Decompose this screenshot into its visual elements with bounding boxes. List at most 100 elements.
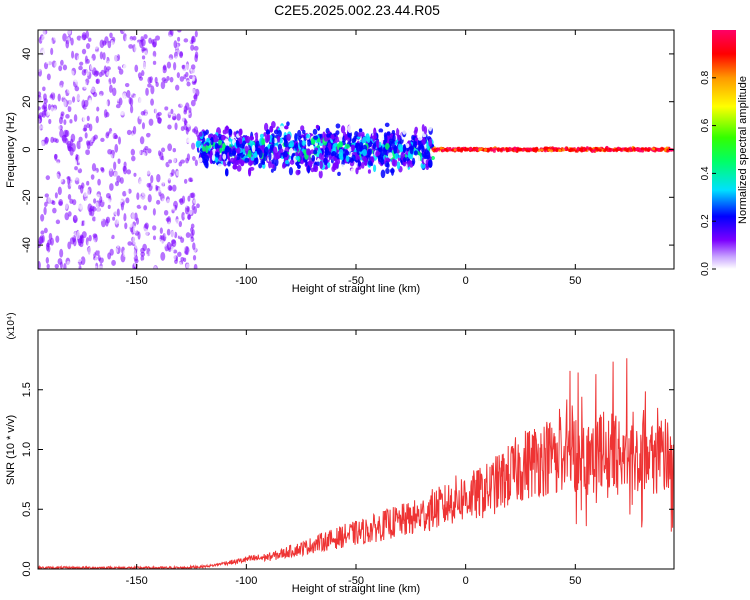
heatmap-cell — [57, 186, 62, 196]
heatmap-cell — [119, 177, 124, 184]
heatmap-cell — [366, 126, 372, 136]
heatmap-cell — [178, 220, 182, 228]
heatmap-cell — [156, 43, 160, 50]
heatmap-cell — [70, 37, 74, 46]
heatmap-cell — [167, 172, 172, 181]
x-tick-label: 50 — [569, 575, 581, 587]
heatmap-cell — [229, 152, 233, 157]
heatmap-cell — [38, 185, 44, 191]
heatmap-cell — [532, 148, 536, 152]
heatmap-cell — [105, 216, 111, 224]
heatmap-cell — [140, 111, 146, 116]
heatmap-cell — [85, 189, 91, 197]
heatmap-cell — [147, 76, 152, 84]
heatmap-cell — [43, 261, 47, 268]
heatmap-cell — [118, 136, 122, 145]
heatmap-cell — [294, 142, 298, 151]
heatmap-cell — [69, 70, 75, 77]
heatmap-cell — [182, 45, 188, 54]
heatmap-cell — [112, 216, 116, 221]
heatmap-cell — [185, 263, 190, 269]
heatmap-cell — [380, 154, 384, 160]
heatmap-cell — [652, 147, 656, 151]
heatmap-cell — [125, 197, 130, 204]
heatmap-cell — [152, 225, 157, 231]
heatmap-cell — [384, 122, 390, 128]
heatmap-cell — [42, 102, 48, 110]
heatmap-cell — [129, 73, 135, 83]
heatmap-cell — [67, 62, 72, 68]
heatmap-cell — [529, 148, 533, 152]
heatmap-cell — [160, 147, 166, 153]
heatmap-cell — [413, 150, 418, 156]
heatmap-cell — [427, 159, 433, 168]
heatmap-cell — [79, 234, 84, 244]
heatmap-cell — [91, 182, 95, 191]
heatmap-cell — [387, 152, 393, 159]
heatmap-cell — [363, 157, 368, 166]
x-tick-label: 50 — [569, 275, 581, 287]
heatmap-cell — [99, 265, 104, 269]
heatmap-cell — [245, 135, 249, 144]
heatmap-cell — [138, 97, 143, 105]
heatmap-cell — [172, 184, 177, 192]
heatmap-cell — [174, 55, 179, 63]
heatmap-cell — [190, 99, 196, 107]
heatmap-cell — [101, 197, 106, 203]
heatmap-cell — [142, 99, 146, 108]
heatmap-cell — [114, 98, 118, 106]
heatmap-cell — [284, 125, 289, 130]
heatmap-cell — [392, 134, 396, 142]
heatmap-cell — [137, 263, 141, 269]
heatmap-cell — [96, 106, 100, 112]
heatmap-cell — [207, 134, 212, 139]
heatmap-cell — [277, 129, 282, 138]
heatmap-cell — [164, 106, 169, 111]
heatmap-cell — [153, 265, 157, 269]
heatmap-cell — [105, 132, 110, 139]
heatmap-cell — [104, 260, 108, 269]
heatmap-cell — [608, 147, 612, 151]
heatmap-cell — [311, 154, 315, 162]
heatmap-cell — [86, 141, 91, 150]
heatmap-cell — [358, 128, 363, 133]
heatmap-cell — [235, 160, 241, 166]
heatmap-cell — [67, 193, 72, 200]
heatmap-cell — [125, 70, 130, 79]
heatmap-cell — [261, 138, 266, 146]
heatmap-cell — [150, 260, 155, 266]
heatmap-cell — [130, 166, 134, 173]
heatmap-cell — [95, 245, 100, 252]
heatmap-cell — [300, 125, 305, 132]
heatmap-cell — [93, 170, 98, 176]
heatmap-cell — [106, 71, 111, 76]
heatmap-cell — [152, 60, 157, 65]
heatmap-cell — [104, 99, 109, 108]
heatmap-cell — [157, 163, 162, 168]
heatmap-cell — [65, 114, 70, 119]
heatmap-cell — [96, 206, 101, 213]
heatmap-cell — [592, 148, 596, 152]
heatmap-cell — [113, 265, 119, 269]
heatmap-cell — [190, 132, 195, 138]
heatmap-cell — [162, 120, 166, 128]
heatmap-cell — [98, 140, 103, 146]
heatmap-cell — [183, 213, 189, 219]
heatmap-cell — [68, 224, 73, 231]
heatmap-cell — [85, 197, 90, 203]
heatmap-cell — [170, 230, 176, 238]
heatmap-cell — [191, 155, 196, 161]
heatmap-cell — [185, 257, 189, 264]
heatmap-cell — [142, 169, 146, 175]
heatmap-cell — [268, 160, 272, 169]
heatmap-cell — [157, 238, 163, 246]
heatmap-cell — [105, 81, 110, 87]
heatmap-cell — [232, 157, 237, 167]
heatmap-cell — [183, 38, 189, 43]
heatmap-cell — [73, 246, 77, 252]
heatmap-cell — [70, 110, 76, 116]
heatmap-cell — [55, 161, 61, 170]
y-tick-label: 0.5 — [21, 502, 33, 517]
heatmap-cell — [173, 40, 178, 49]
heatmap-cell — [187, 131, 192, 139]
